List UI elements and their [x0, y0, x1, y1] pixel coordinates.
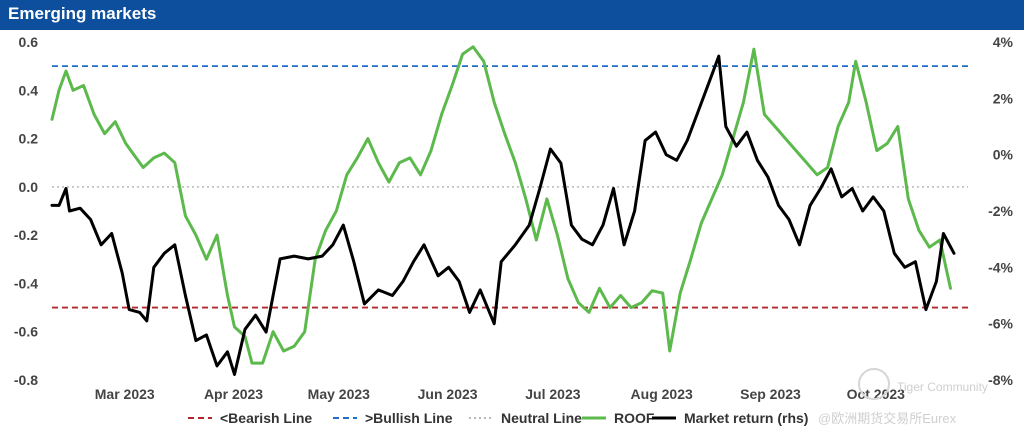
chart-header: Emerging markets — [0, 0, 1024, 30]
right-axis-tick-label: 4% — [993, 34, 1014, 50]
chart-title: Emerging markets — [8, 4, 157, 23]
x-axis-tick-label: May 2023 — [308, 386, 370, 402]
left-axis-tick-label: -0.4 — [14, 275, 38, 291]
x-axis-tick-label: Jun 2023 — [418, 386, 478, 402]
legend-label: Neutral Line — [501, 410, 582, 426]
right-axis-tick-label: 0% — [993, 147, 1014, 163]
x-axis-tick-label: Sep 2023 — [740, 386, 801, 402]
legend-label: Market return (rhs) — [684, 410, 808, 426]
reference-lines — [52, 65, 968, 309]
left-axis-tick-label: 0.2 — [19, 131, 39, 147]
legend-label: ROOF — [614, 410, 655, 426]
watermark-brand: Tiger Community — [897, 380, 988, 394]
right-axis-tick-label: -2% — [988, 203, 1013, 219]
legend: <Bearish Line >Bullish Line Neutral Line RO… — [188, 410, 808, 426]
right-axis-tick-label: -6% — [988, 316, 1013, 332]
tiger-logo-icon — [858, 368, 890, 400]
left-axis-tick-label: 0.4 — [19, 82, 39, 98]
right-axis-tick-label: -4% — [988, 259, 1013, 275]
x-axis-tick-label: Mar 2023 — [95, 386, 155, 402]
left-axis-tick-label: 0.0 — [19, 179, 39, 195]
axes: 0.6 0.4 0.2 0.0 -0.2 -0.4 -0.6 -0.8 4% 2% 0% -2% -4%… — [14, 34, 1014, 402]
series-line-1 — [50, 54, 956, 376]
watermark-account: @欧洲期货交易所Eurex — [818, 411, 957, 426]
x-axis-tick-label: Jul 2023 — [525, 386, 580, 402]
legend-label: <Bearish Line — [220, 410, 312, 426]
x-axis-tick-label: Apr 2023 — [204, 386, 263, 402]
right-axis-tick-label: -8% — [988, 372, 1013, 388]
right-axis-tick-label: 2% — [993, 90, 1014, 106]
left-axis-tick-label: -0.6 — [14, 324, 38, 340]
left-axis-tick-label: -0.8 — [14, 372, 38, 388]
x-axis-tick-label: Aug 2023 — [631, 386, 693, 402]
left-axis-tick-label: -0.2 — [14, 227, 38, 243]
watermark: Tiger Community @欧洲期货交易所Eurex — [818, 368, 988, 426]
series-line-0 — [50, 45, 952, 365]
legend-label: >Bullish Line — [365, 410, 453, 426]
left-axis-tick-label: 0.6 — [19, 34, 39, 50]
series-lines — [50, 45, 956, 376]
chart-canvas: 0.6 0.4 0.2 0.0 -0.2 -0.4 -0.6 -0.8 4% 2% 0% -2% -4%… — [14, 34, 1014, 426]
